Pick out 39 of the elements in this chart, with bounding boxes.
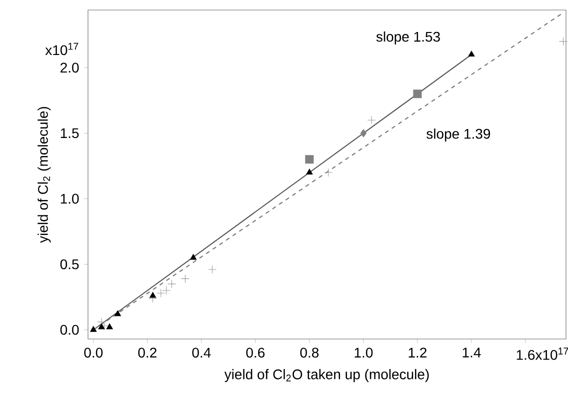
point	[324, 168, 333, 177]
annotation: slope 1.39	[426, 128, 490, 142]
point	[468, 50, 475, 57]
x-tick-label: 0.0	[84, 348, 103, 358]
point	[305, 155, 314, 164]
point	[90, 326, 97, 332]
point	[114, 310, 121, 316]
y-tick-label: 1.5	[60, 128, 79, 138]
x-tick-label: 1.6	[516, 350, 535, 360]
text: x10$^{17}$	[45, 42, 78, 56]
y-tick-label: 0.0	[60, 324, 79, 335]
x-tick-label: 1.0	[354, 348, 373, 358]
text: x10$^{17}$	[535, 348, 568, 360]
point	[180, 274, 190, 283]
y-tick-label: 1.0	[60, 194, 79, 204]
x-tick-label: 1.4	[462, 348, 481, 358]
annotation: slope 1.53	[376, 31, 440, 44]
y-axis-title: yield of Cl$_{2}$ (molecule)	[38, 106, 51, 243]
x-tick-label: 1.2	[408, 348, 426, 358]
x-tick-label: 0.2	[138, 348, 156, 358]
point	[413, 90, 422, 98]
point	[190, 254, 197, 260]
x-axis-title: yield of Cl$_{2}$O taken up (molecule)	[224, 369, 429, 382]
y-tick-label: 2.0	[60, 62, 79, 73]
point	[98, 323, 105, 330]
point	[360, 129, 367, 138]
point	[306, 168, 313, 175]
y-tick-label: 0.5	[60, 259, 79, 270]
point	[106, 323, 113, 330]
point	[367, 116, 376, 124]
point	[167, 280, 176, 288]
point	[559, 37, 568, 46]
point	[208, 265, 216, 274]
point	[162, 286, 171, 295]
x-tick-label: 0.8	[300, 348, 319, 358]
x-tick-label: 0.4	[192, 348, 211, 358]
x-tick-label: 0.6	[246, 348, 265, 358]
point	[156, 288, 166, 298]
point	[150, 292, 156, 298]
